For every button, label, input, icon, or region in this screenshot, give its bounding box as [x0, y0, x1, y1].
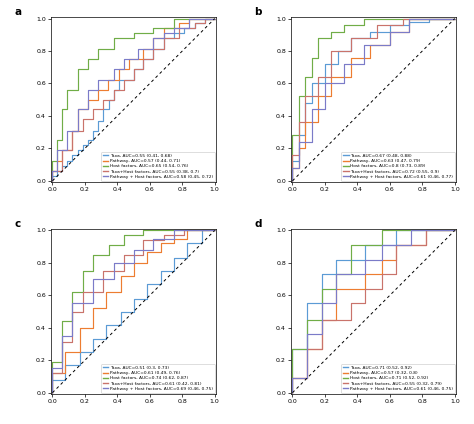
Legend: Taxa, AUC=0.71 (0.52, 0.92), Pathway, AUC=0.57 (0.32, 0.8), Host factors, AUC=0.: Taxa, AUC=0.71 (0.52, 0.92), Pathway, AU…	[341, 364, 455, 393]
Text: d: d	[255, 219, 262, 229]
Text: b: b	[255, 7, 262, 17]
Legend: Taxa, AUC=0.67 (0.48, 0.88), Pathway, AUC=0.63 (0.47, 0.79), Host factors, AUC=0: Taxa, AUC=0.67 (0.48, 0.88), Pathway, AU…	[341, 152, 455, 181]
Text: c: c	[14, 219, 21, 229]
Legend: Taxa, AUC=0.55 (0.41, 0.68), Pathway, AUC=0.57 (0.44, 0.71), Host factors, AUC=0: Taxa, AUC=0.55 (0.41, 0.68), Pathway, AU…	[101, 152, 215, 181]
Legend: Taxa, AUC=0.51 (0.3, 0.73), Pathway, AUC=0.61 (0.49, 0.76), Host factors, AUC=0.: Taxa, AUC=0.51 (0.3, 0.73), Pathway, AUC…	[101, 364, 215, 393]
Text: a: a	[14, 7, 21, 17]
